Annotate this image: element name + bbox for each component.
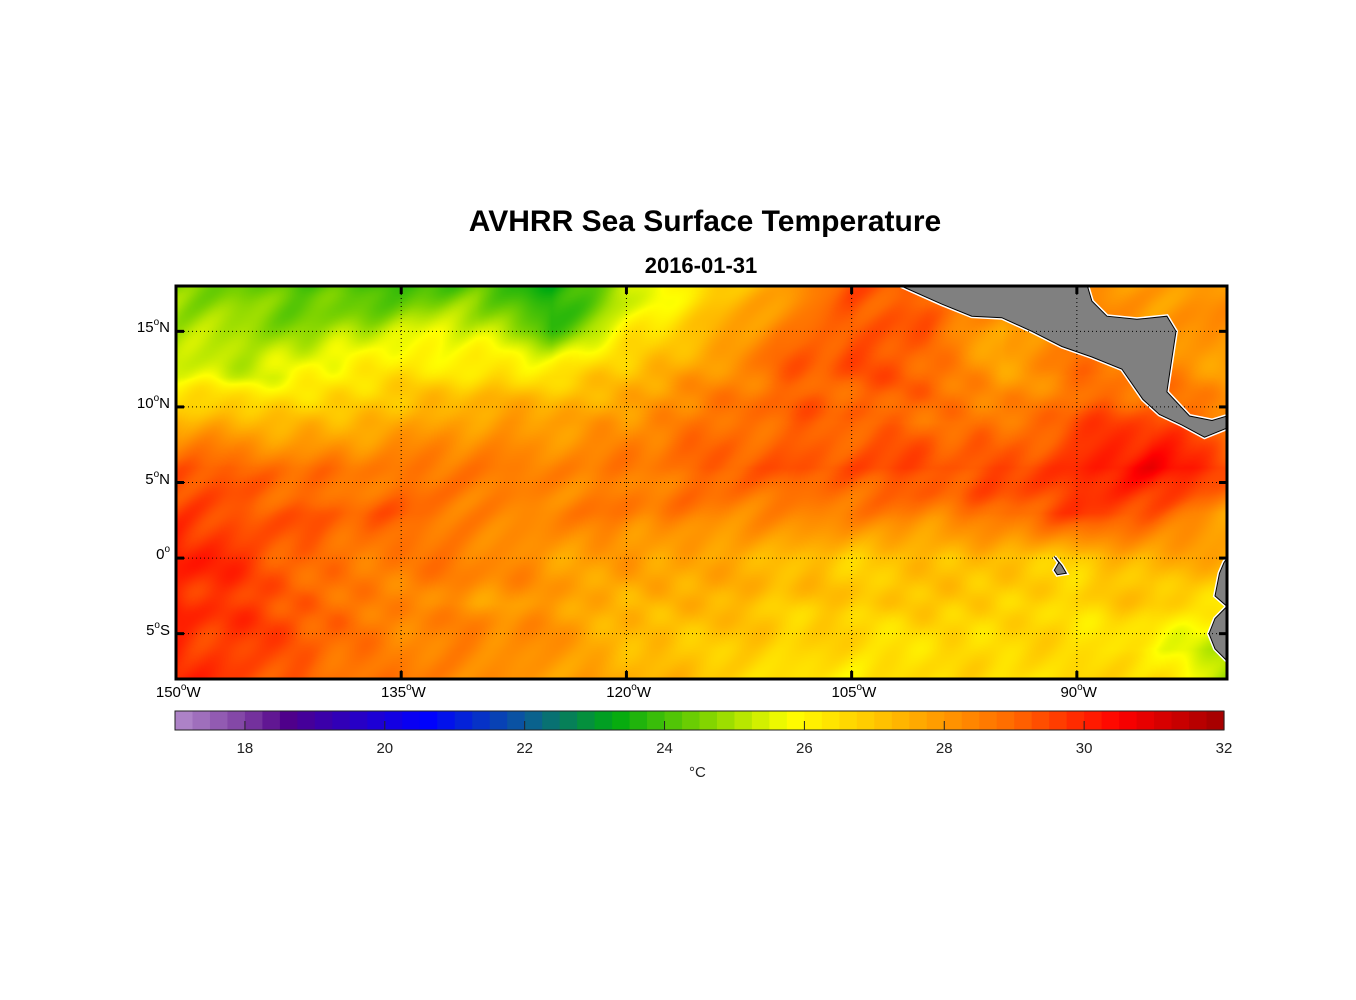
colorbar-segment <box>227 711 246 730</box>
lon-tick-label: 90oW <box>1060 682 1097 702</box>
colorbar-segment <box>612 711 631 730</box>
colorbar-segment <box>821 711 840 730</box>
colorbar-tick-label: 30 <box>1075 740 1093 757</box>
colorbar-segment <box>175 711 194 730</box>
lat-tick-label: 15oN <box>136 317 170 337</box>
colorbar-segment <box>909 711 928 730</box>
lon-tick-label: 120oW <box>606 682 652 702</box>
colorbar-segment <box>786 711 805 730</box>
colorbar-segment <box>1066 711 1085 730</box>
colorbar-segment <box>874 711 893 730</box>
colorbar-segment <box>454 711 473 730</box>
lon-tick-label: 135oW <box>381 682 426 702</box>
colorbar-segment <box>419 711 438 730</box>
colorbar-tick-label: 26 <box>796 740 813 757</box>
colorbar-tick-label: 24 <box>656 740 673 757</box>
lat-tick-label: 5oN <box>145 468 170 488</box>
colorbar-segment <box>716 711 736 730</box>
colorbar-segment <box>1031 711 1050 730</box>
colorbar-tick-label: 28 <box>935 740 953 757</box>
colorbar-segment <box>839 711 858 730</box>
colorbar-segment <box>262 711 281 730</box>
colorbar-segment <box>437 711 456 730</box>
sst-field <box>176 286 1227 679</box>
lat-tick-label: 10oN <box>136 392 170 412</box>
chart-title: AVHRR Sea Surface Temperature <box>468 205 942 238</box>
colorbar-segment <box>961 711 980 730</box>
colorbar-segment <box>244 711 264 730</box>
colorbar-segment <box>489 711 508 730</box>
colorbar-tick-label: 18 <box>236 740 254 757</box>
colorbar-segment <box>699 711 718 730</box>
colorbar-segment <box>891 711 910 730</box>
colorbar-unit: °C <box>689 764 706 781</box>
colorbar-segment <box>979 711 998 730</box>
colorbar-segment <box>209 711 229 730</box>
colorbar-segment <box>682 711 701 730</box>
colorbar-segment <box>1136 711 1155 730</box>
map-frame <box>174 284 1229 681</box>
colorbar-segment <box>1171 711 1190 730</box>
colorbar-frame <box>174 710 1225 731</box>
colorbar-segment <box>1101 711 1120 730</box>
colorbar-segment <box>402 711 421 730</box>
colorbar-segment <box>367 711 386 730</box>
colorbar-segment <box>297 711 316 730</box>
colorbar-segment <box>1119 711 1138 730</box>
colorbar-segment <box>314 711 333 730</box>
colorbar-segment <box>734 711 753 730</box>
colorbar-segment <box>559 711 578 730</box>
lon-tick-label: 105oW <box>831 682 877 702</box>
colorbar-segment <box>1049 711 1068 730</box>
colorbar-segment <box>279 711 298 730</box>
colorbar-segment <box>594 711 613 730</box>
colorbar-segment <box>996 711 1015 730</box>
chart-subtitle: 2016-01-31 <box>644 253 758 278</box>
colorbar-segment <box>332 711 351 730</box>
colorbar-tick-label: 22 <box>516 740 533 757</box>
colorbar-segment <box>629 711 648 730</box>
colorbar-segment <box>751 711 771 730</box>
colorbar-segment <box>769 711 788 730</box>
colorbar-tick-label: 32 <box>1215 740 1233 757</box>
land-galapagos <box>1053 556 1068 576</box>
colorbar-segment <box>472 711 491 730</box>
colorbar-segment <box>1084 711 1103 730</box>
colorbar-tick-label: 20 <box>376 740 394 757</box>
colorbar-segment <box>507 711 526 730</box>
colorbar-segment <box>577 711 596 730</box>
colorbar-segment <box>542 711 561 730</box>
colorbar-segment <box>944 711 963 730</box>
colorbar-segment <box>1154 711 1173 730</box>
colorbar-segment <box>384 711 403 730</box>
colorbar-segment <box>192 711 211 730</box>
lat-tick-label: 0o <box>156 544 170 564</box>
colorbar-segment <box>804 711 823 730</box>
colorbar-segment <box>856 711 875 730</box>
colorbar-segment <box>349 711 368 730</box>
colorbar-segment <box>524 711 543 730</box>
colorbar-segment <box>926 711 945 730</box>
lon-tick-label: 150oW <box>155 682 201 702</box>
colorbar-segment <box>1014 711 1033 730</box>
land-south-america <box>1208 556 1228 663</box>
colorbar-segment <box>1206 711 1225 730</box>
colorbar-segment <box>664 711 683 730</box>
lat-tick-label: 5oS <box>146 619 170 639</box>
colorbar-segment <box>1189 711 1208 730</box>
colorbar-segment <box>647 711 666 730</box>
